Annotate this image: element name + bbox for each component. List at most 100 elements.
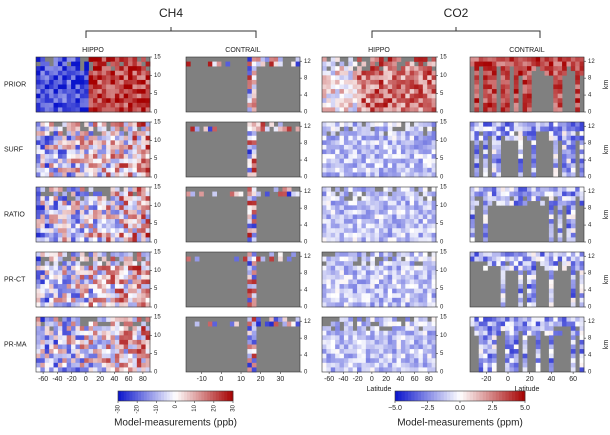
heatmap-cell — [474, 102, 480, 108]
heatmap-cell — [88, 344, 94, 350]
heatmap-cell — [88, 70, 94, 76]
heatmap-cell — [343, 126, 349, 132]
heatmap-cell — [343, 330, 349, 336]
y-tick-label: 15 — [440, 120, 447, 126]
heatmap-cell — [579, 163, 585, 169]
heatmap-cell — [101, 196, 107, 202]
colorbar-cell — [466, 391, 471, 401]
heatmap-cell — [474, 172, 480, 178]
heatmap-cell — [348, 187, 353, 192]
heatmap-cell — [483, 140, 488, 146]
heatmap-cell — [414, 279, 419, 285]
heatmap-cell — [84, 237, 89, 243]
heatmap-cell — [88, 297, 94, 303]
heatmap-cell — [75, 131, 81, 137]
heatmap-cell — [579, 191, 585, 197]
heatmap-cell — [40, 317, 46, 322]
heatmap-cell — [141, 335, 146, 341]
heatmap-cell — [379, 163, 384, 169]
heatmap-cell — [487, 131, 493, 137]
heatmap-cell — [269, 61, 274, 67]
heatmap-cell — [335, 252, 340, 257]
heatmap-cell — [141, 135, 146, 141]
heatmap-cell — [101, 252, 107, 257]
heatmap-cell — [247, 367, 253, 373]
heatmap-cell — [339, 149, 345, 155]
heatmap-cell — [93, 297, 98, 303]
heatmap-cell — [123, 79, 129, 85]
heatmap-cell — [418, 200, 424, 206]
heatmap-cell — [229, 191, 235, 197]
heatmap-cell — [322, 214, 327, 220]
heatmap-cell — [339, 274, 345, 280]
heatmap-cell — [128, 349, 133, 354]
heatmap-cell — [370, 140, 375, 146]
heatmap-cell — [251, 163, 257, 169]
heatmap-cell — [392, 140, 397, 146]
heatmap-cell — [392, 317, 397, 322]
heatmap-cell — [101, 223, 107, 229]
heatmap-cell — [562, 321, 567, 327]
heatmap-cell — [400, 302, 406, 308]
heatmap-cell — [141, 358, 146, 364]
heatmap-cell — [414, 237, 419, 243]
heatmap-cell — [579, 288, 585, 294]
heatmap-cell — [553, 149, 558, 155]
heatmap-cell — [53, 302, 59, 308]
y-tick-label: 0 — [304, 240, 308, 246]
heatmap-cell — [136, 79, 142, 85]
heatmap-cell — [75, 367, 81, 373]
heatmap-cell — [128, 135, 133, 141]
heatmap-cell — [44, 330, 50, 336]
heatmap-cell — [339, 317, 345, 322]
heatmap-cell — [339, 61, 345, 67]
heatmap-cell — [84, 75, 89, 81]
heatmap-cell — [145, 154, 151, 159]
y-tick-label: 15 — [154, 250, 161, 256]
heatmap-cell — [491, 339, 497, 345]
y-tick-label: 4 — [588, 93, 592, 99]
heatmap-cell — [400, 107, 406, 113]
heatmap-cell — [322, 102, 327, 108]
heatmap-cell — [57, 237, 63, 243]
heatmap-cell — [53, 339, 59, 345]
heatmap-cell — [343, 344, 349, 350]
heatmap-cell — [132, 126, 138, 132]
heatmap-cell — [579, 158, 585, 164]
heatmap-cell — [84, 228, 89, 234]
heatmap-cell — [343, 293, 349, 299]
heatmap-cell — [326, 196, 332, 202]
heatmap-cell — [335, 261, 340, 267]
heatmap-cell — [579, 279, 585, 285]
heatmap-cell — [374, 223, 380, 229]
heatmap-cell — [62, 205, 67, 211]
heatmap-cell — [330, 358, 336, 364]
heatmap-cell — [357, 66, 362, 72]
heatmap-cell — [522, 126, 528, 132]
heatmap-cell — [75, 126, 81, 132]
heatmap-cell — [88, 223, 94, 229]
heatmap-cell — [418, 93, 424, 99]
heatmap-cell — [343, 154, 349, 159]
heatmap-cell — [330, 98, 336, 104]
heatmap-cell — [513, 196, 519, 202]
heatmap-cell — [418, 154, 424, 159]
heatmap-cell — [53, 261, 59, 267]
heatmap-cell — [505, 353, 510, 359]
heatmap-cell — [357, 205, 362, 211]
heatmap-cell — [352, 284, 358, 289]
heatmap-cell — [128, 154, 133, 159]
heatmap-cell — [66, 205, 72, 211]
heatmap-cell — [509, 256, 515, 262]
heatmap-cell — [335, 284, 340, 289]
heatmap-cell — [405, 362, 410, 368]
heatmap-cell — [522, 353, 528, 359]
heatmap-cell — [44, 317, 50, 322]
heatmap-cell — [57, 297, 63, 303]
heatmap-cell — [570, 61, 576, 67]
heatmap-cell — [106, 326, 111, 332]
heatmap-cell — [383, 135, 389, 141]
heatmap-cell — [570, 140, 576, 146]
heatmap-cell — [352, 187, 358, 192]
heatmap-cell — [136, 344, 142, 350]
